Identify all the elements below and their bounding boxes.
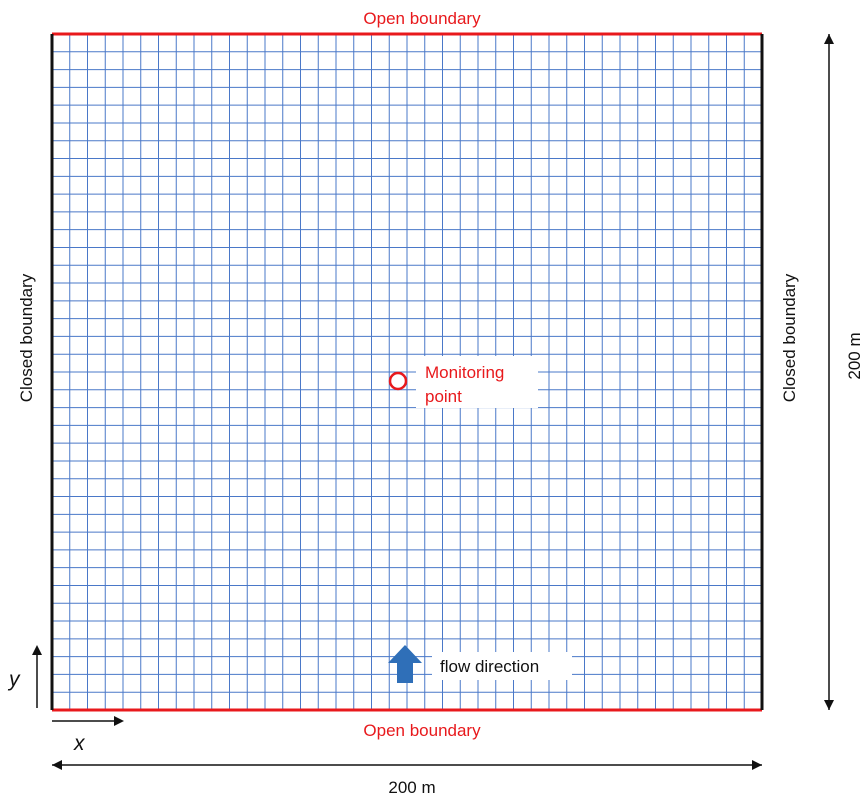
monitoring-point-label-line1: Monitoring — [425, 363, 504, 382]
right-boundary-label: Closed boundary — [780, 273, 799, 402]
height-arrowhead-top — [824, 34, 834, 44]
height-dimension-label: 200 m — [845, 332, 864, 379]
y-axis-label: y — [7, 668, 21, 691]
monitoring-point-label-line2: point — [425, 387, 462, 406]
width-arrowhead-left — [52, 760, 62, 770]
flow-direction-label: flow direction — [440, 657, 539, 676]
x-axis-arrowhead — [114, 716, 124, 726]
height-arrowhead-bottom — [824, 700, 834, 710]
top-boundary-label: Open boundary — [363, 9, 481, 28]
mesh-grid — [52, 34, 762, 710]
up-arrow-icon — [388, 645, 422, 683]
bottom-boundary-label: Open boundary — [363, 721, 481, 740]
y-axis-arrowhead — [32, 645, 42, 655]
width-arrowhead-right — [752, 760, 762, 770]
monitoring-label-background — [416, 356, 538, 408]
left-boundary-label: Closed boundary — [17, 273, 36, 402]
x-axis-label: x — [73, 732, 86, 755]
flow-label-background — [432, 652, 572, 680]
circle-marker-icon — [388, 371, 408, 391]
width-dimension-label: 200 m — [388, 778, 435, 797]
